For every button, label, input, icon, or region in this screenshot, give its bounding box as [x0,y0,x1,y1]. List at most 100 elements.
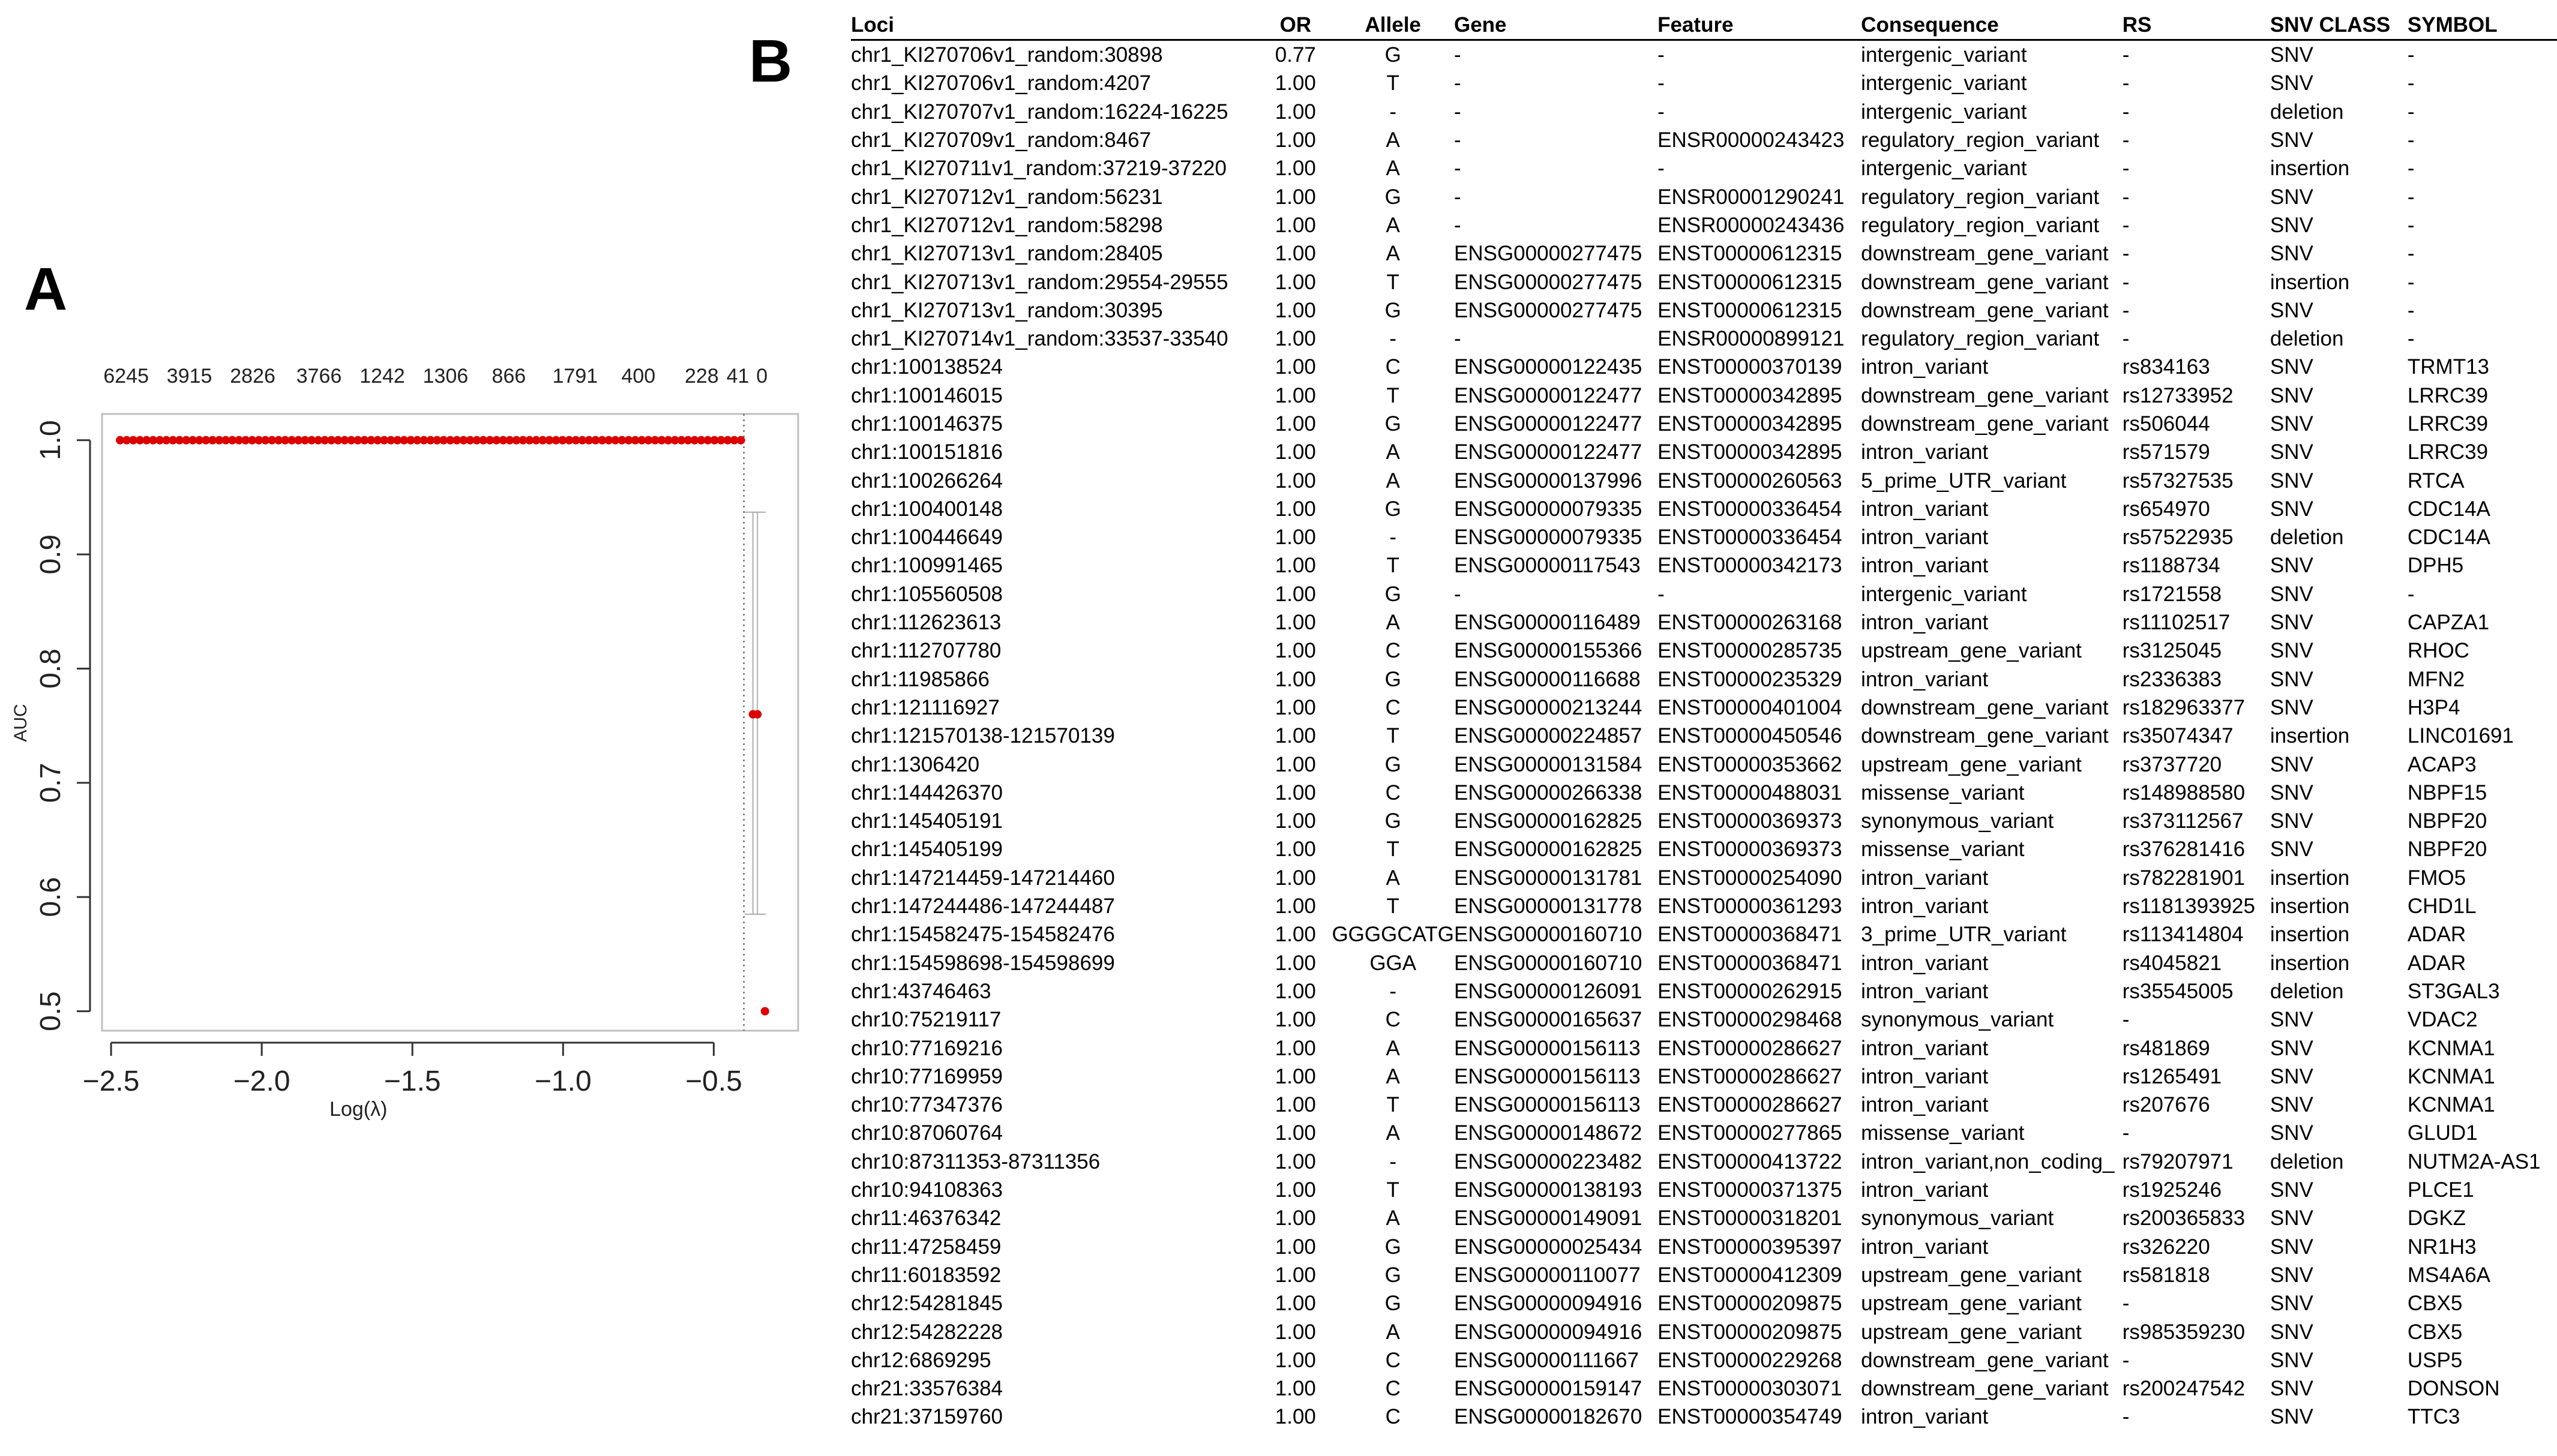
table-cell: ST3GAL3 [2407,979,2500,1003]
table-cell: ENST00000286627 [1657,1064,1842,1088]
table-row: chr1:154582475-154582476 1.00 GGGGCATG ENSG… [851,920,2557,948]
table-cell: 1.00 [1275,923,1316,947]
table-cell: chr12:54281845 [851,1292,1003,1316]
column-header: Consequence [1861,11,2123,41]
table-cell: 1.00 [1275,270,1316,294]
auc-point [221,436,230,445]
column-header: OR [1259,11,1332,41]
table-cell: SNV [2270,383,2313,407]
table-cell: ENSG00000094916 [1453,1292,1642,1316]
table-cell: - [2122,185,2130,209]
table-row: chr1_KI270707v1_random:16224-16225 1.00 - -… [851,98,2557,126]
table-cell: chr1:112707780 [851,639,1002,663]
y-axis-label: AUC [11,704,31,741]
table-cell: ENST00000370139 [1657,355,1842,379]
table-cell: 1.00 [1275,71,1316,95]
x-tick-label: −2.5 [83,1065,140,1097]
table-row: chr1:112623613 1.00 A ENSG00000116489 ENST00… [851,608,2557,637]
table-cell: chr1:145405199 [851,837,1003,861]
auc-point [684,436,693,445]
table-cell: synonymous_variant [1861,1008,2054,1032]
table-cell: intergenic_variant [1861,100,2027,124]
table-cell: ENST00000277865 [1657,1121,1842,1145]
table-cell: 1.00 [1275,894,1316,918]
auc-point [518,436,527,445]
table-cell: chr1:100446649 [851,526,1003,550]
table-cell: 1.00 [1275,526,1316,550]
table-cell: SNV [2270,213,2313,237]
table-cell: chr1_KI270713v1_random:30395 [851,298,1163,322]
table-cell: rs57327535 [2122,469,2234,493]
table-cell: NBPF20 [2407,809,2487,833]
auc-point [558,436,567,445]
table-cell: chr10:94108363 [851,1178,1003,1202]
y-tick-label: 1.0 [35,420,67,460]
auc-point [287,436,296,445]
auc-point [274,436,283,445]
auc-point [505,436,514,445]
x-tick-label: −1.0 [535,1065,592,1097]
table-cell: intron_variant [1861,1036,1989,1060]
table-cell: ENST00000285735 [1657,639,1842,663]
column-header: Feature [1657,11,1861,41]
table-cell: ACAP3 [2407,752,2477,776]
table-cell: SNV [2270,71,2313,95]
table-cell: - [2122,1405,2130,1429]
auc-point [459,436,468,445]
auc-point [472,436,481,445]
y-tick-label: 0.7 [35,763,67,803]
table-cell: ENST00000354749 [1657,1405,1842,1429]
table-cell: intron_variant [1861,526,1989,550]
table-cell: - [1657,43,1665,67]
table-cell: NUTM2A-AS1 [2407,1149,2541,1173]
auc-point [393,436,402,445]
table-cell: KCNMA1 [2407,1064,2495,1088]
auc-point [591,436,600,445]
table-cell: ENSG00000277475 [1453,298,1642,322]
top-count-label: 1791 [553,365,598,388]
table-cell: 1.00 [1275,979,1316,1003]
table-row: chr1:105560508 1.00 G - - intergenic_variant r… [851,580,2557,608]
table-cell: ENSR00000899121 [1657,327,1845,351]
table-cell: ENSG00000137996 [1453,469,1642,493]
table-cell: chr1_KI270712v1_random:58298 [851,213,1163,237]
table-cell: T [1386,1093,1399,1117]
column-header: Loci [851,11,1260,41]
table-cell: - [2407,100,2415,124]
auc-point [360,436,369,445]
table-row: chr10:87311353-87311356 1.00 - ENSG00000223… [851,1148,2557,1176]
table-cell: SNV [2270,1008,2313,1032]
table-cell: T [1386,837,1399,861]
table-row: chr1_KI270714v1_random:33537-33540 1.00 - -… [851,325,2557,353]
table-cell: intergenic_variant [1861,71,2027,95]
table-cell: T [1386,894,1399,918]
table-cell: rs1181393925 [2122,894,2255,918]
table-cell: rs35074347 [2122,724,2234,748]
table-cell: synonymous_variant [1861,1206,2054,1230]
table-cell: 0.77 [1275,43,1316,67]
table-cell: - [2122,242,2130,266]
table-row: chr1:100991465 1.00 T ENSG00000117543 ENST00… [851,551,2557,580]
table-cell: chr1_KI270713v1_random:29554-29555 [851,270,1228,294]
table-cell: - [2407,327,2415,351]
table-cell: C [1385,1348,1401,1372]
y-tick-label: 0.5 [35,991,67,1031]
table-cell: regulatory_region_variant [1861,128,2100,152]
table-cell: insertion [2270,724,2350,748]
table-cell: intron_variant [1861,1405,1989,1429]
auc-point [155,436,164,445]
table-cell: A [1386,157,1400,181]
table-cell: SNV [2270,128,2313,152]
table-cell: ENSG00000160710 [1453,923,1642,947]
table-cell: ENST00000401004 [1657,695,1842,719]
table-cell: chr1_KI270714v1_random:33537-33540 [851,327,1228,351]
table-cell: ENSR00000243423 [1657,128,1845,152]
auc-point [611,436,620,445]
auc-point [419,436,428,445]
table-cell: 1.00 [1275,298,1316,322]
auc-point [301,436,310,445]
auc-point [617,436,626,445]
table-cell: ENSG00000079335 [1453,526,1642,550]
auc-point [353,436,362,445]
table-cell: - [1657,100,1665,124]
